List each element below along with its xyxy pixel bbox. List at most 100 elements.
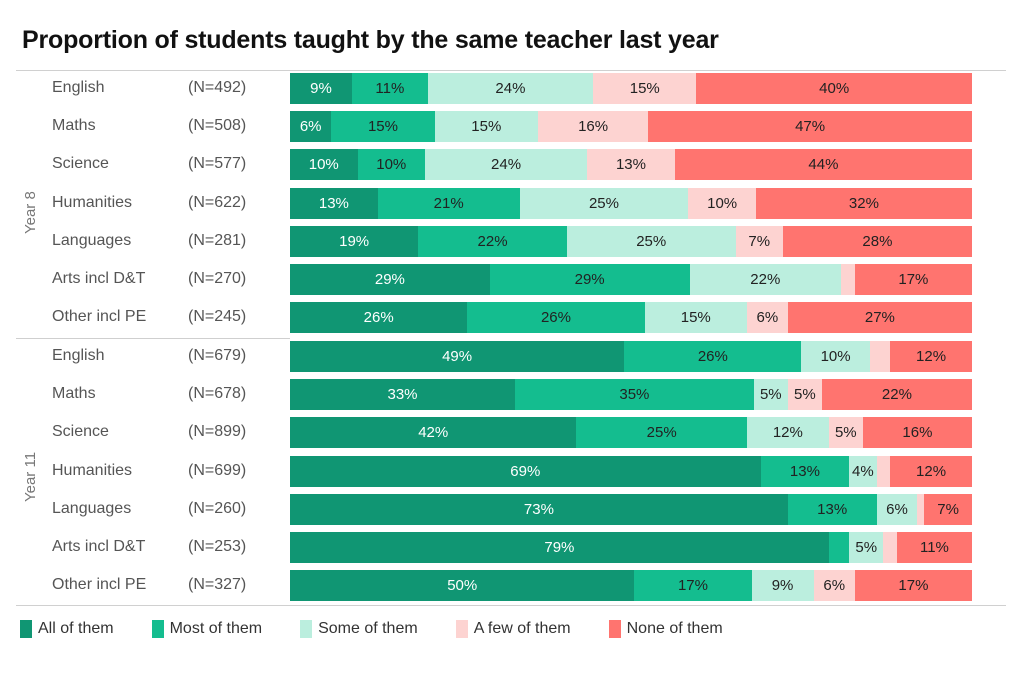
bar-segment-some: 15% — [644, 302, 747, 334]
stacked-bar: 6% 15% 15% 16% 47% — [290, 111, 972, 143]
bar-segment-most: 35% — [515, 379, 754, 411]
group-year-11: Year 11 English (N=679) 49% 26% 10% 12% Maths (N… — [16, 338, 1006, 605]
bar-segment-few: 5% — [787, 379, 822, 411]
legend-swatch — [151, 620, 164, 638]
stacked-bar: 69% 13% 4% 12% — [290, 455, 972, 487]
bar-segment-none: 47% — [648, 111, 972, 143]
bar-segment-some: 24% — [425, 149, 588, 181]
bar-segment-some: 15% — [434, 111, 538, 143]
bar-segment-few — [917, 493, 925, 525]
bar-segment-most: 10% — [357, 149, 426, 181]
bar-segment-some: 4% — [849, 455, 877, 487]
bar-segment-none: 32% — [755, 187, 972, 219]
sample-size-label: (N=699) — [188, 461, 247, 479]
bar-segment-all: 29% — [290, 264, 490, 295]
bar-row: English (N=492) 9% 11% 24% 15% 40% — [16, 70, 1006, 108]
bar-segment-some: 5% — [753, 379, 788, 411]
legend-label: Most of them — [169, 620, 263, 637]
legend-swatch — [20, 620, 32, 638]
bar-segment-some: 5% — [849, 532, 884, 563]
stacked-bar: 26% 26% 15% 6% 27% — [290, 302, 972, 334]
bar-segment-none: 12% — [890, 341, 972, 372]
bar-segment-few: 6% — [813, 570, 855, 602]
legend-item-none: None of them — [608, 620, 723, 638]
sample-size-label: (N=281) — [188, 231, 247, 249]
subject-label: Science — [52, 155, 109, 173]
subject-label: Humanities — [52, 461, 133, 479]
subject-label: Other incl PE — [52, 576, 147, 594]
bar-segment-most — [828, 532, 850, 563]
subject-label: Arts incl D&T — [52, 538, 146, 555]
sample-size-label: (N=327) — [188, 576, 247, 594]
sample-size-label: (N=899) — [188, 423, 247, 441]
sample-size-label: (N=508) — [188, 117, 247, 135]
bar-segment-none: 27% — [787, 302, 972, 334]
bar-segment-most: 26% — [467, 302, 645, 334]
bar-segment-all: 50% — [290, 570, 635, 602]
bar-row: Arts incl D&T (N=253) 79% 5% 11% — [16, 529, 1006, 567]
bar-segment-none: 44% — [674, 149, 972, 181]
bar-segment-none: 22% — [821, 379, 972, 411]
bar-row: Science (N=577) 10% 10% 24% 13% 44% — [16, 146, 1006, 184]
legend-item-most: Most of them — [151, 620, 263, 638]
bar-segment-few: 5% — [828, 417, 863, 449]
legend-swatch — [455, 620, 468, 638]
stacked-bar: 49% 26% 10% 12% — [290, 341, 972, 372]
bar-segment-most: 13% — [760, 455, 850, 487]
bar-segment-all: 69% — [290, 455, 761, 487]
bar-segment-all: 49% — [290, 341, 625, 372]
bar-segment-most: 11% — [352, 73, 428, 104]
bar-row: Humanities (N=699) 69% 13% 4% 12% — [16, 453, 1006, 491]
subject-label: Maths — [52, 385, 96, 403]
bar-segment-few: 10% — [688, 187, 756, 219]
bar-segment-most: 17% — [634, 570, 752, 602]
bar-row: Maths (N=678) 33% 35% 5% 5% 22% — [16, 376, 1006, 414]
stacked-bar: 42% 25% 12% 5% 16% — [290, 417, 972, 449]
bar-segment-none: 28% — [782, 225, 972, 257]
bar-segment-most: 15% — [331, 111, 435, 143]
bar-segment-most: 21% — [377, 187, 520, 219]
legend-label: None of them — [626, 620, 723, 637]
bar-segment-some: 6% — [876, 493, 918, 525]
sample-size-label: (N=270) — [188, 270, 247, 287]
bar-segment-all: 26% — [290, 302, 468, 334]
subject-label: English — [52, 347, 105, 364]
subject-label: Arts incl D&T — [52, 270, 146, 287]
subject-label: Other incl PE — [52, 308, 147, 326]
sample-size-label: (N=253) — [188, 538, 247, 555]
bar-segment-all: 9% — [290, 73, 352, 104]
subject-label: Languages — [52, 499, 132, 517]
sample-size-label: (N=577) — [188, 155, 247, 173]
legend-label: All of them — [38, 620, 114, 637]
legend-label: A few of them — [473, 620, 571, 637]
bar-segment-all: 42% — [290, 417, 577, 449]
legend-item-some: Some of them — [300, 620, 418, 638]
legend-swatch — [608, 620, 621, 638]
bar-segment-few — [869, 341, 891, 372]
stacked-bar: 10% 10% 24% 13% 44% — [290, 149, 972, 181]
bar-segment-most: 26% — [624, 341, 802, 372]
sample-size-label: (N=492) — [188, 79, 247, 96]
label-panel — [16, 338, 290, 606]
subject-label: Languages — [52, 231, 132, 249]
bar-segment-all: 79% — [290, 532, 829, 563]
bar-row: Other incl PE (N=245) 26% 26% 15% 6% 27% — [16, 299, 1006, 337]
sample-size-label: (N=678) — [188, 385, 247, 403]
bar-segment-some: 24% — [427, 73, 594, 104]
sample-size-label: (N=245) — [188, 308, 247, 326]
subject-label: Humanities — [52, 193, 133, 211]
bar-row: Science (N=899) 42% 25% 12% 5% 16% — [16, 414, 1006, 452]
bar-segment-none: 7% — [924, 493, 972, 525]
bar-row: Maths (N=508) 6% 15% 15% 16% 47% — [16, 108, 1006, 146]
bar-segment-none: 16% — [862, 417, 972, 449]
subject-label: English — [52, 79, 105, 96]
stacked-bar: 19% 22% 25% 7% 28% — [290, 225, 972, 257]
bar-segment-few — [876, 455, 891, 487]
bar-segment-some: 9% — [751, 570, 814, 602]
bar-row: Languages (N=281) 19% 22% 25% 7% 28% — [16, 223, 1006, 261]
bar-segment-few: 16% — [537, 111, 649, 143]
bar-segment-few: 6% — [746, 302, 788, 334]
stacked-bar: 33% 35% 5% 5% 22% — [290, 379, 972, 411]
bar-segment-few — [883, 532, 897, 563]
